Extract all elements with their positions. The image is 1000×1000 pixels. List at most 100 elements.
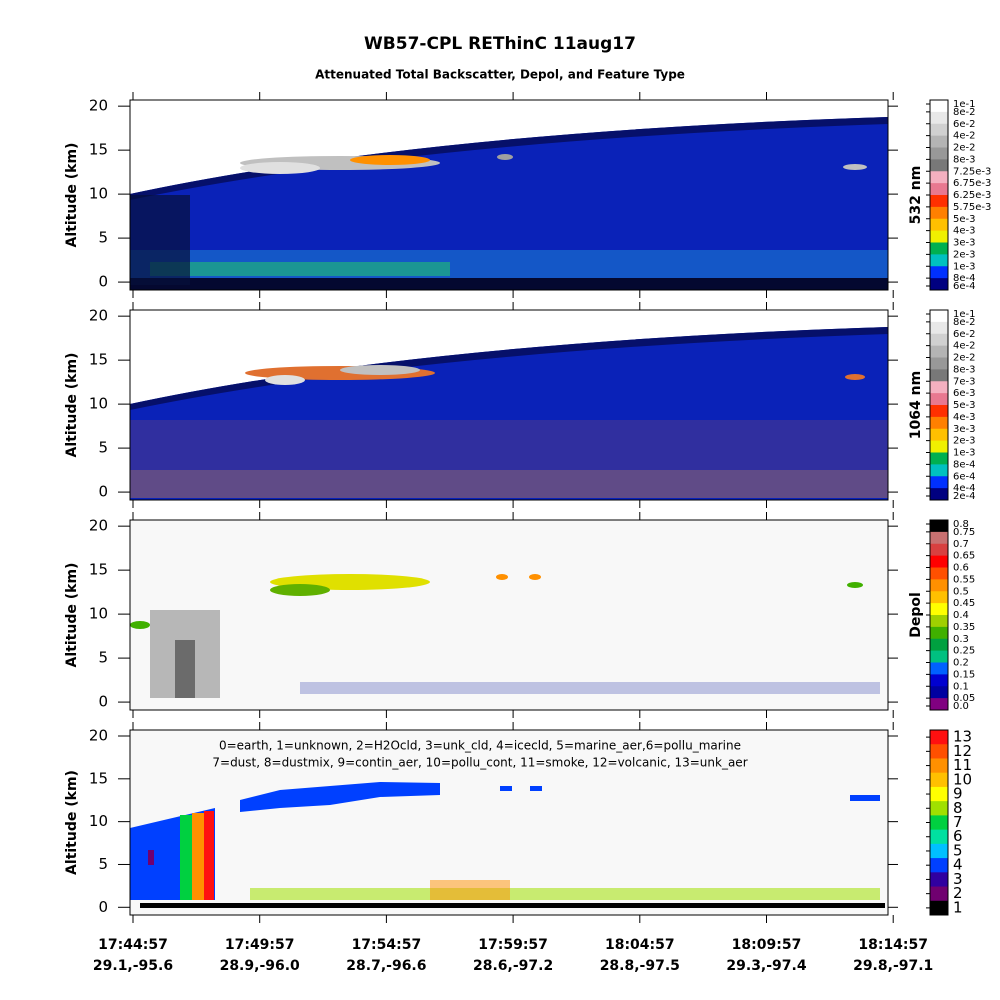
colorbar-cell	[930, 242, 948, 255]
colorbar-tick-label: 3	[953, 870, 963, 888]
x-tick-label: 17:44:57	[98, 937, 168, 953]
colorbar-tick-label: 5e-3	[953, 214, 976, 225]
colorbar-tick-label: 7.25e-3	[953, 166, 991, 177]
y-tick-label: 10	[89, 605, 108, 623]
backscatter-532-image	[130, 100, 888, 290]
colorbar-cell	[930, 872, 948, 888]
colorbar-tick-label: 0.1	[953, 681, 969, 692]
colorbar-tick-label: 0.05	[953, 693, 975, 704]
colorbar-cell	[930, 230, 948, 243]
x-tick-sublabel: 28.9,-96.0	[220, 958, 300, 974]
colorbar-tick-label: 0.7	[953, 539, 969, 550]
colorbar-cell	[930, 452, 948, 465]
plot-frame	[129, 99, 889, 291]
colorbar-cell	[930, 555, 948, 568]
colorbar-cell	[930, 786, 948, 802]
colorbar-cell	[930, 886, 948, 902]
y-tick-label: 15	[89, 561, 108, 579]
y-tick-label: 20	[89, 726, 108, 744]
colorbar-tick-label: 6e-2	[953, 119, 976, 130]
x-tick-sublabel: 29.1,-95.6	[93, 958, 173, 974]
colorbar-cell	[930, 123, 948, 137]
colorbar-cell	[930, 626, 948, 640]
colorbar-cell	[930, 440, 948, 453]
colorbar-cell	[930, 488, 948, 501]
colorbar-cell	[930, 650, 948, 663]
colorbar-tick-label: 9	[953, 785, 963, 803]
colorbar-tick-label: 6e-2	[953, 329, 976, 340]
colorbar-cell	[930, 603, 948, 616]
colorbar-tick-label: 5	[953, 841, 963, 859]
x-tick-label: 18:04:57	[605, 937, 675, 953]
colorbar-cell	[930, 744, 948, 759]
colorbar-cell	[930, 171, 948, 184]
y-tick-label: 10	[89, 395, 108, 413]
colorbar-tick-label: 8e-2	[953, 107, 976, 118]
colorbar-cell	[930, 674, 948, 687]
colorbar-cell	[930, 393, 948, 406]
x-tick-sublabel: 28.7,-96.6	[346, 958, 426, 974]
colorbar-label: 532 nm	[908, 166, 924, 225]
y-tick-label: 15	[89, 351, 108, 369]
colorbar-tick-label: 2e-2	[953, 353, 976, 364]
y-tick-label: 15	[89, 769, 108, 787]
colorbar-tick-label: 2e-4	[953, 491, 976, 502]
title: WB57-CPL REThinC 11aug17	[364, 34, 636, 54]
colorbar-cell	[930, 321, 948, 335]
colorbar-cell	[930, 369, 948, 382]
colorbar-tick-label: 0.75	[953, 527, 975, 538]
legend-text: 0=earth, 1=unknown, 2=H2Ocld, 3=unk_cld,…	[219, 739, 741, 753]
colorbar-cell	[930, 195, 948, 208]
y-tick-label: 0	[98, 898, 108, 916]
colorbar-tick-label: 5.75e-3	[953, 202, 991, 213]
colorbar-tick-label: 4e-2	[953, 341, 976, 352]
colorbar-cell	[930, 266, 948, 279]
colorbar-tick-label: 8e-3	[953, 154, 976, 165]
colorbar-cell	[930, 843, 948, 859]
colorbar-tick-label: 4	[953, 856, 963, 874]
feature-type-image	[130, 730, 888, 915]
colorbar-tick-label: 4e-3	[953, 226, 976, 237]
y-axis-label: Altitude (km)	[64, 143, 80, 248]
y-tick-label: 20	[89, 97, 108, 115]
colorbar-cell	[930, 147, 948, 160]
colorbar-tick-label: 8e-4	[953, 459, 976, 470]
colorbar-tick-label: 0.0	[953, 701, 969, 712]
colorbar-cell	[930, 135, 948, 148]
colorbar-cell	[930, 543, 948, 557]
colorbar-cell	[930, 416, 948, 430]
y-tick-label: 5	[98, 439, 108, 457]
colorbar-cell	[930, 183, 948, 196]
colorbar-cell	[930, 310, 948, 323]
colorbar-tick-label: 3e-3	[953, 238, 976, 249]
y-tick-label: 0	[98, 273, 108, 291]
colorbar-cell	[930, 815, 948, 831]
y-tick-label: 0	[98, 483, 108, 501]
y-tick-label: 20	[89, 307, 108, 325]
subtitle: Attenuated Total Backscatter, Depol, and…	[315, 68, 685, 82]
colorbar-cell	[930, 758, 948, 774]
colorbar-cell	[930, 159, 948, 172]
colorbar-tick-label: 7e-3	[953, 376, 976, 387]
x-tick-label: 17:54:57	[352, 937, 422, 953]
colorbar-tick-label: 8	[953, 799, 963, 817]
colorbar-cell	[930, 278, 948, 291]
colorbar-cell	[930, 218, 948, 232]
colorbar-cell	[930, 254, 948, 267]
colorbar-tick-label: 0.25	[953, 646, 975, 657]
colorbar-cell	[930, 900, 948, 916]
colorbar-cell	[930, 333, 948, 347]
y-tick-label: 5	[98, 649, 108, 667]
y-tick-label: 10	[89, 185, 108, 203]
colorbar-tick-label: 0.55	[953, 574, 975, 585]
x-tick-label: 18:14:57	[858, 937, 928, 953]
colorbar-tick-label: 1	[953, 898, 963, 916]
colorbar-cell	[930, 428, 948, 442]
y-axis-label: Altitude (km)	[64, 770, 80, 875]
x-tick-label: 18:09:57	[732, 937, 802, 953]
colorbar-tick-label: 0.65	[953, 551, 975, 562]
colorbar-tick-label: 0.2	[953, 658, 969, 669]
colorbar-cell	[930, 801, 948, 816]
colorbar-tick-label: 6e-4	[953, 471, 976, 482]
